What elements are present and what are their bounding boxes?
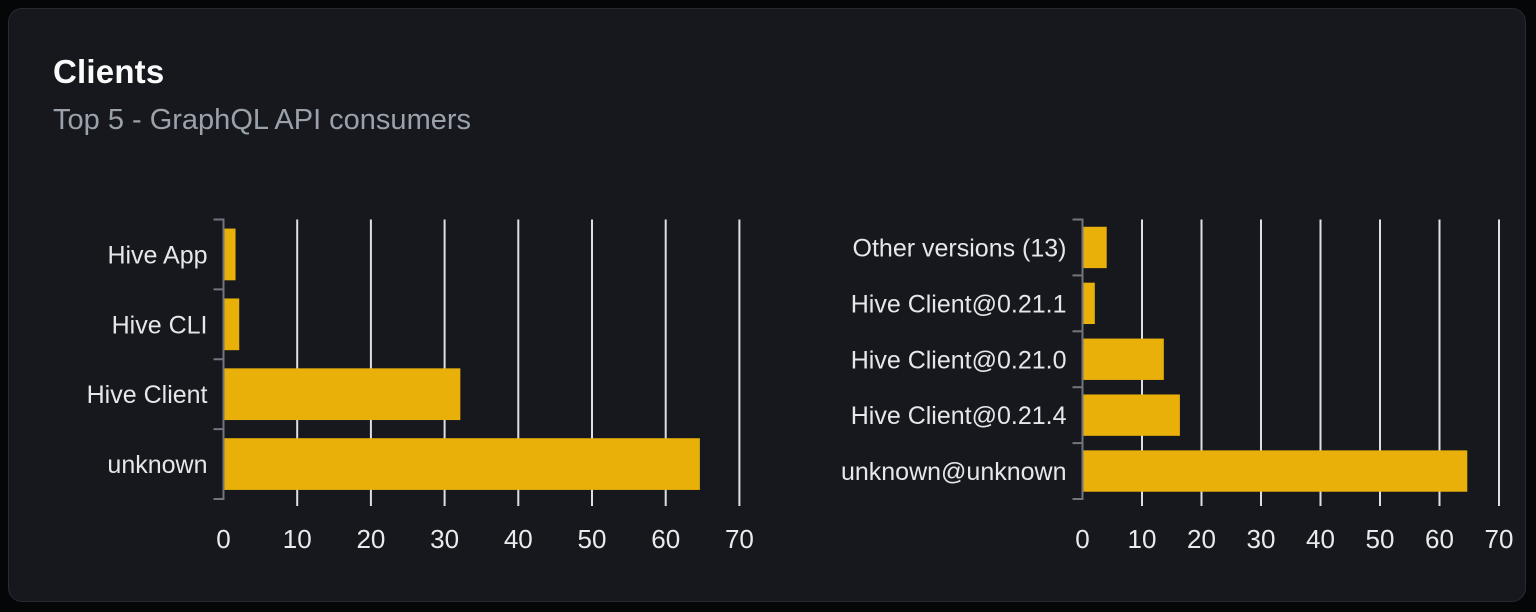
x-tick-label: 50 [1366,524,1395,554]
bar-Hive Client@0.21.4 [1083,394,1180,436]
category-label: Hive Client@0.21.1 [851,290,1067,318]
bar-unknown@unknown [1083,450,1468,492]
category-label: Hive CLI [112,311,208,339]
x-tick-label: 0 [1075,524,1089,554]
bar-Hive Client@0.21.0 [1083,338,1164,380]
category-label: Hive Client@0.21.4 [851,402,1067,430]
clients-by-name-chart: Hive App Hive CLI Hive Client unknown 0 10 20 3… [87,218,754,554]
x-tick-label: 10 [1128,524,1157,554]
category-label: Hive Client@0.21.0 [851,346,1067,374]
clients-card: Clients Top 5 - GraphQL API consumers Hi… [8,8,1526,602]
bar-Hive App [224,228,236,281]
x-tick-label: 0 [216,524,230,554]
x-tick-label: 20 [356,524,385,554]
x-tick-label: 10 [283,524,312,554]
x-tick-label: 50 [578,524,607,554]
bar-Other versions (13) [1083,226,1107,269]
x-tick-label: 40 [1306,524,1335,554]
card-title: Clients [53,53,165,90]
category-label: Other versions (13) [853,234,1067,262]
clients-by-version-chart: Other versions (13) Hive Client@0.21.1 Hiv… [841,218,1514,554]
x-tick-label: 60 [651,524,680,554]
x-tick-label: 30 [1247,524,1276,554]
category-label: Hive App [107,241,207,269]
category-label: unknown [107,451,207,479]
x-tick-label: 70 [1485,524,1514,554]
bar-Hive Client@0.21.1 [1083,282,1095,325]
x-tick-label: 70 [725,524,754,554]
x-tick-label: 30 [430,524,459,554]
card-subtitle: Top 5 - GraphQL API consumers [53,104,472,136]
x-tick-label: 20 [1187,524,1216,554]
x-tick-label: 60 [1425,524,1454,554]
bar-Hive Client [224,368,461,421]
x-tick-label: 40 [504,524,533,554]
category-label: unknown@unknown [841,458,1067,486]
category-label: Hive Client [87,381,208,409]
bar-Hive CLI [224,298,240,351]
bar-unknown [224,438,700,490]
